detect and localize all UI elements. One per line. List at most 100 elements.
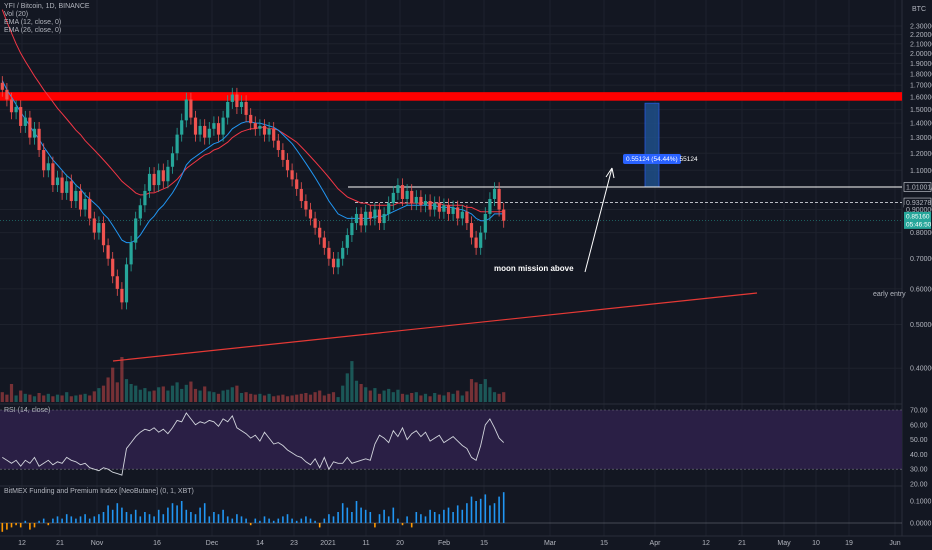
price-tick: 1.20000: [910, 151, 932, 158]
candle-body: [465, 211, 469, 224]
volume-bar: [152, 390, 156, 402]
candles[interactable]: [0, 76, 506, 310]
time-tick: Dec: [206, 540, 219, 547]
candle-body: [428, 201, 432, 210]
volume-bar: [51, 396, 55, 402]
candle-body: [14, 107, 18, 113]
volume-bar: [166, 390, 170, 402]
funding-bar: [19, 523, 22, 528]
volume-bar: [184, 384, 188, 402]
candle-body: [180, 120, 184, 135]
volume-bar: [336, 397, 340, 402]
candle-body: [414, 196, 418, 204]
funding-bar: [314, 520, 316, 523]
funding-bar: [291, 518, 293, 523]
volume-bar: [239, 393, 244, 402]
funding-bar: [502, 492, 505, 523]
funding-bar: [162, 514, 165, 523]
time-tick: 23: [290, 540, 298, 547]
funding-bar: [282, 516, 284, 523]
funding-bar: [351, 512, 353, 523]
candle-body: [456, 207, 460, 219]
volume-bar: [32, 396, 37, 402]
candle-body: [129, 242, 133, 265]
funding-bar: [410, 523, 413, 528]
volume-bar: [423, 393, 428, 402]
rsi-tick: 30.00: [910, 467, 928, 474]
candle-body: [258, 125, 262, 129]
candle-body: [19, 107, 23, 126]
candle-body: [276, 140, 280, 151]
funding-bar: [374, 523, 376, 528]
measure-tag-text: 0.55124 (54.44%) 55124: [626, 156, 698, 163]
funding-bar: [364, 509, 367, 523]
volume-bar: [304, 393, 308, 402]
volume-bar: [405, 394, 409, 402]
funding-bar: [107, 505, 109, 523]
volume-bar: [28, 394, 32, 402]
candle-body: [272, 128, 276, 141]
price-tick: 2.30000: [910, 23, 932, 30]
candle-body: [327, 247, 331, 259]
volume-bar: [359, 384, 363, 402]
candle-body: [364, 211, 368, 226]
candle-body: [410, 190, 414, 204]
candle-body: [78, 190, 83, 210]
candle-body: [189, 99, 193, 118]
volume-bar: [272, 396, 276, 402]
candle-body: [161, 170, 165, 182]
symbol-legend[interactable]: YFI / Bitcoin, 1D, BINANCE Vol (20) EMA …: [4, 3, 90, 35]
time-tick: 11: [362, 540, 369, 547]
volume-bar: [276, 395, 280, 402]
volume-bar: [483, 379, 487, 402]
funding-bar: [231, 518, 234, 523]
volume-bar: [138, 389, 142, 402]
candle-body: [405, 190, 409, 199]
volume-bar: [442, 395, 446, 402]
funding-bar: [452, 512, 454, 523]
funding-bar: [134, 509, 137, 523]
candle-body: [226, 101, 230, 118]
price-tag-text: 0.90000: [906, 207, 931, 214]
candle-body: [492, 188, 497, 199]
candle-body: [207, 128, 211, 138]
funding-tick: 0.0000: [910, 521, 932, 528]
price-tag-text: 0.93278: [906, 200, 931, 207]
candle-body: [354, 213, 359, 224]
candle-body: [120, 288, 124, 303]
moon-arrow: [584, 167, 613, 273]
funding-bar: [286, 514, 289, 523]
funding-bar: [180, 501, 183, 523]
symbol-title: YFI / Bitcoin, 1D, BINANCE: [4, 3, 90, 10]
funding-bar: [79, 516, 82, 523]
volume-bar: [446, 392, 451, 402]
rsi-legend[interactable]: RSI (14, close): [4, 407, 51, 414]
candle-body: [290, 170, 294, 180]
volume-bar: [456, 390, 460, 402]
volume-bar: [451, 393, 455, 402]
funding-bar: [6, 523, 8, 530]
time-axis[interactable]: 12 21 Nov 16 Dec 14 23 2021 11 20 Feb 15 Mar 15 Apr 12 2…: [18, 540, 901, 547]
funding-bar: [378, 514, 381, 523]
candle-body: [166, 166, 170, 182]
funding-bar: [56, 516, 59, 523]
funding-bar: [475, 501, 477, 523]
candle-body: [400, 185, 405, 199]
volume-bar: [469, 379, 474, 402]
candle-body: [46, 163, 50, 171]
volume-bar: [433, 393, 437, 402]
volume-bar: [502, 392, 506, 402]
funding-bar: [263, 516, 266, 523]
candle-body: [331, 258, 336, 268]
annotations: moon mission above early entry: [494, 264, 906, 298]
volume-bar: [111, 367, 115, 402]
time-tick: Nov: [91, 540, 104, 547]
volume-bar: [313, 392, 317, 402]
candle-body: [442, 205, 446, 212]
funding-legend[interactable]: BitMEX Funding and Premium Index [NeoBut…: [4, 488, 194, 495]
candle-body: [502, 209, 506, 221]
